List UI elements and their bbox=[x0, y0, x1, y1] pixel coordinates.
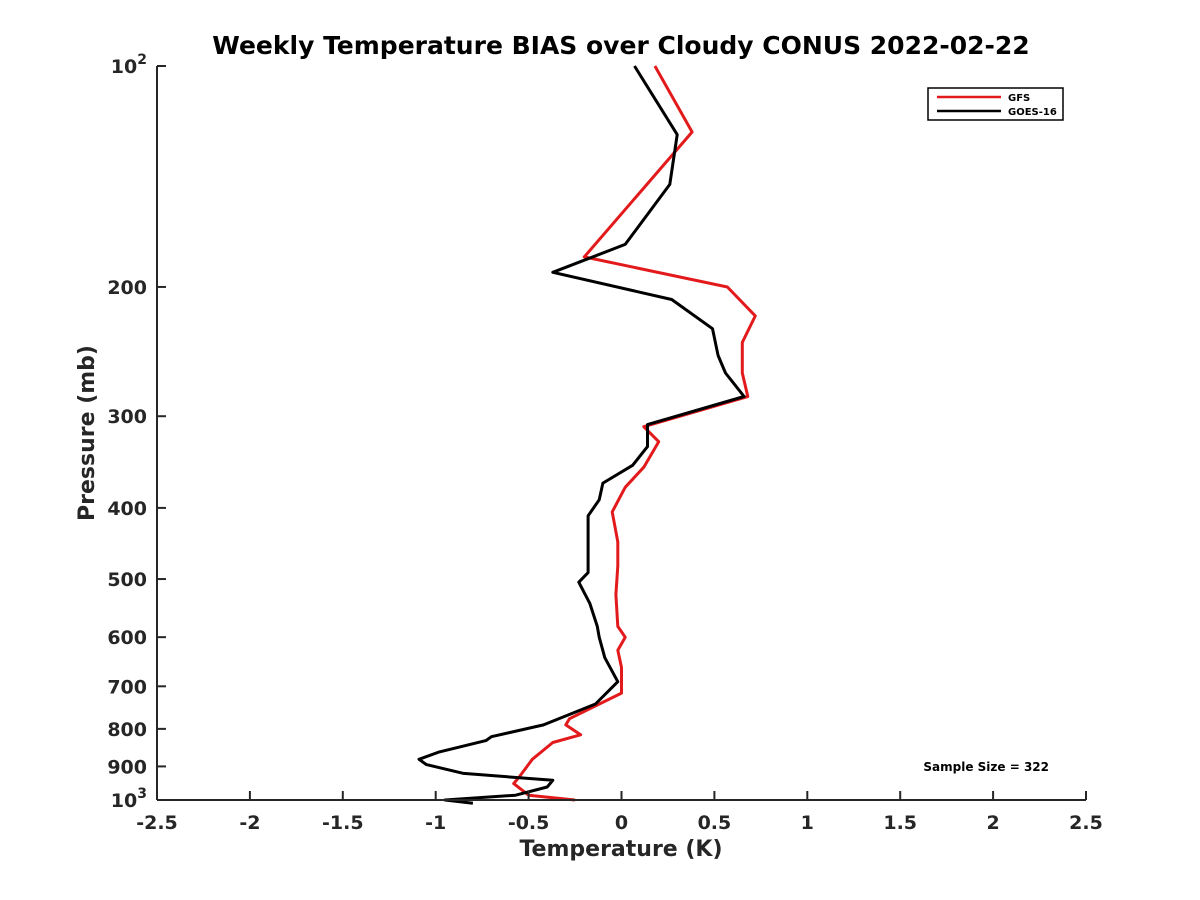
legend-box bbox=[927, 87, 1064, 121]
y-tick-label: 900 bbox=[107, 756, 147, 778]
y-ticks: 102 200 300 400 500 600 700 800 900 103 bbox=[107, 52, 166, 812]
y-tick-label: 103 bbox=[111, 786, 147, 812]
x-tick-label: 0.5 bbox=[698, 812, 732, 834]
x-tick-label: -2.5 bbox=[136, 812, 178, 834]
series-line-gfs bbox=[512, 65, 757, 802]
plot-area: -2.5 -2 -1.5 -1 -0.5 0 0.5 1 1.5 2 2.5 102 200 300 40… bbox=[107, 52, 1103, 834]
x-tick-label: 2 bbox=[986, 812, 999, 834]
legend: GFS GOES-16 bbox=[927, 87, 1064, 121]
y-tick-label: 600 bbox=[107, 627, 147, 649]
x-tick-label: -1 bbox=[425, 812, 446, 834]
y-tick-label: 200 bbox=[107, 277, 147, 299]
y-tick-label: 300 bbox=[107, 406, 147, 428]
x-tick-label: 1 bbox=[801, 812, 814, 834]
x-axis-label: Temperature (K) bbox=[519, 837, 722, 862]
y-axis-label: Pressure (mb) bbox=[75, 345, 100, 521]
x-ticks: -2.5 -2 -1.5 -1 -0.5 0 0.5 1 1.5 2 2.5 bbox=[136, 791, 1103, 834]
legend-label-gfs: GFS bbox=[1008, 93, 1030, 104]
y-tick-label: 102 bbox=[111, 52, 147, 78]
series-line-goes-16 bbox=[417, 65, 746, 805]
legend-label-goes16: GOES-16 bbox=[1008, 107, 1057, 118]
x-tick-label: 0 bbox=[615, 812, 628, 834]
x-tick-label: 2.5 bbox=[1069, 812, 1103, 834]
x-tick-label: -2 bbox=[239, 812, 260, 834]
chart-title: Weekly Temperature BIAS over Cloudy CONU… bbox=[212, 31, 1029, 60]
y-tick-label: 700 bbox=[107, 676, 147, 698]
y-tick-label: 400 bbox=[107, 498, 147, 520]
x-tick-label: 1.5 bbox=[883, 812, 917, 834]
sample-size-annotation: Sample Size = 322 bbox=[923, 760, 1049, 774]
y-tick-label: 800 bbox=[107, 719, 147, 741]
x-tick-label: -0.5 bbox=[508, 812, 550, 834]
x-tick-label: -1.5 bbox=[322, 812, 364, 834]
series-layer bbox=[417, 65, 757, 805]
y-tick-label: 500 bbox=[107, 569, 147, 591]
